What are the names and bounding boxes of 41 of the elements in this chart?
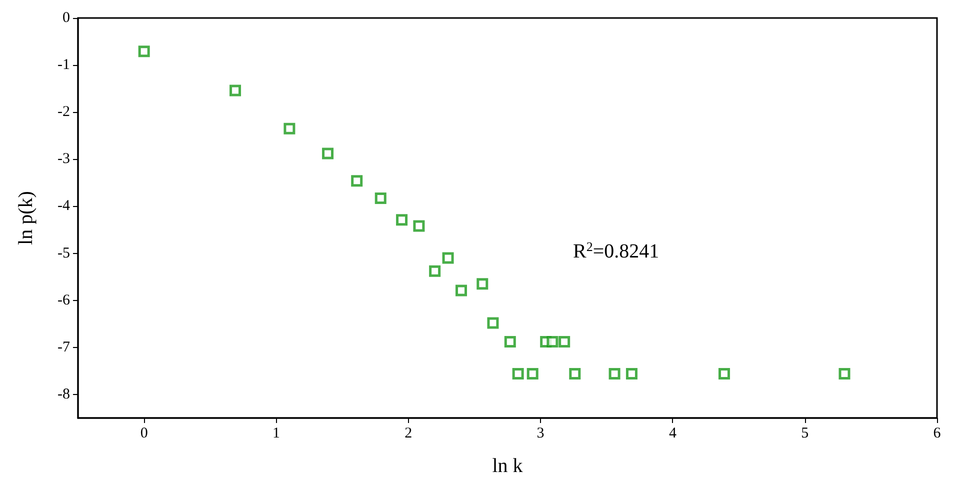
point (718, 368, 730, 380)
point (626, 368, 638, 380)
point (284, 122, 296, 134)
point (455, 284, 467, 296)
x-tick-label: 3 (536, 426, 544, 442)
point (138, 46, 150, 58)
point (558, 336, 570, 348)
point (569, 368, 581, 380)
y-tick-label: -5 (58, 245, 70, 262)
point (442, 252, 454, 264)
x-tick-label: 4 (668, 426, 677, 442)
y-tick-label: -3 (58, 151, 70, 168)
y-tick-label: -7 (58, 339, 70, 356)
point (374, 192, 386, 204)
point (512, 368, 524, 380)
point (476, 278, 488, 290)
y-tick-label: -8 (58, 386, 70, 402)
point (838, 368, 850, 380)
point (413, 220, 425, 232)
point (608, 368, 620, 380)
y-tick-label: 0 (62, 10, 70, 26)
x-tick-label: 5 (801, 426, 809, 442)
y-tick-label: -6 (58, 292, 70, 308)
point (322, 148, 334, 160)
x-axis-title: ln k (492, 455, 523, 477)
x-tick-label: 1 (272, 426, 280, 442)
y-axis-title: ln p(k) (15, 191, 37, 245)
y-tick-label: -4 (58, 198, 70, 214)
point (230, 84, 242, 96)
x-tick-label: 0 (140, 426, 148, 442)
point (351, 175, 363, 187)
x-tick-label: 2 (404, 426, 412, 442)
x-tick-label: 6 (933, 426, 942, 442)
point (546, 336, 558, 348)
point (487, 317, 499, 329)
point (396, 214, 408, 226)
point (429, 265, 441, 277)
y-tick-label: -2 (58, 104, 70, 120)
point (526, 368, 538, 380)
y-tick-label: -1 (58, 57, 70, 74)
point (504, 336, 516, 348)
